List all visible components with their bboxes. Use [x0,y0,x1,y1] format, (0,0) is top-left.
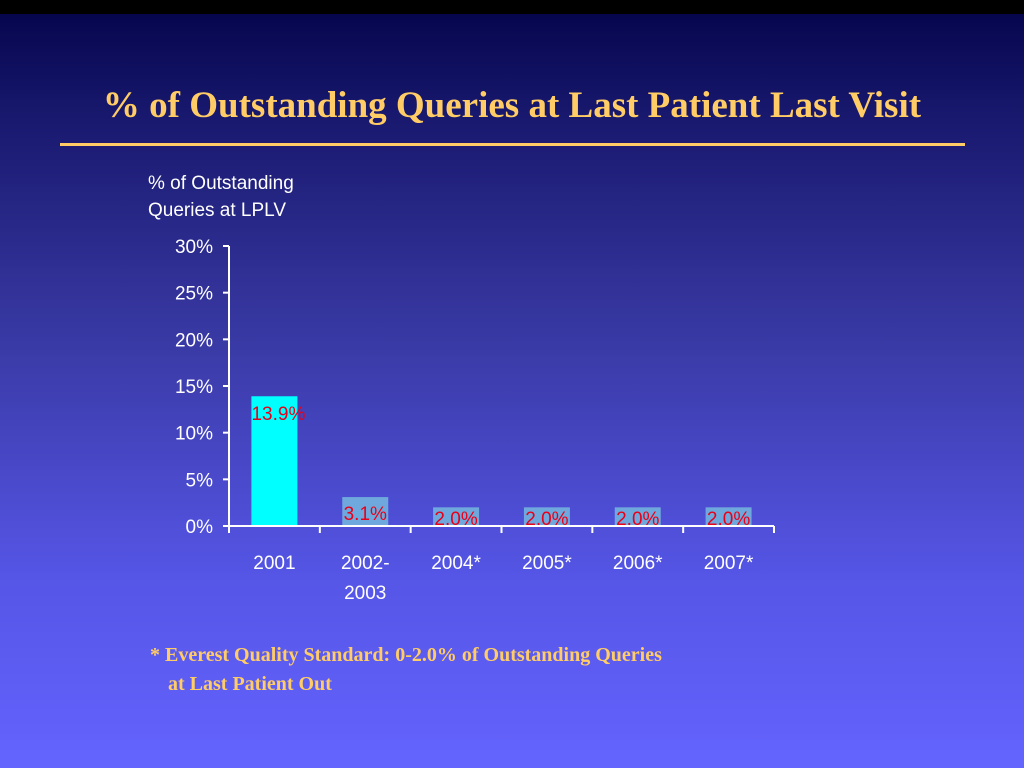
x-tick-label-0: 2001 [253,553,295,574]
data-label-3: 2.0% [525,509,568,530]
data-label-0: 13.9% [251,404,305,425]
x-tick-label-2: 2004* [431,553,481,574]
x-tick-label-4: 2006* [613,553,663,574]
data-label-4: 2.0% [616,509,659,530]
bar-4 [614,507,661,526]
bar-3 [523,507,570,526]
y-axis-label-line-1: % of Outstanding [148,173,294,194]
data-labels: 13.9% 3.1% 2.0% 2.0% 2.0% 2.0% [251,404,750,530]
y-tick-label-3: 15% [175,377,213,398]
footnote: * Everest Quality Standard: 0-2.0% of Ou… [150,641,662,699]
axes: 0% 5% 10% 15% 20% 25% 30% 2001 2002- 2003 2004* 200… [175,237,775,604]
x-tick-label-1-line-1: 2003 [344,583,386,604]
data-label-2: 2.0% [434,509,477,530]
y-tick-label-2: 10% [175,424,213,445]
data-label-1: 3.1% [344,504,387,525]
y-axis-label: % of Outstanding Queries at LPLV [148,170,294,224]
bar-5 [705,507,752,526]
bar-1 [342,497,389,526]
bar-0 [251,396,298,526]
x-tick-label-5: 2007* [704,553,754,574]
footnote-line-2: at Last Patient Out [168,673,332,695]
top-band [0,0,1024,14]
y-tick-label-0: 0% [186,517,214,538]
x-tick-label-1-line-0: 2002- [341,553,390,574]
footnote-line-1: * Everest Quality Standard: 0-2.0% of Ou… [150,644,662,666]
title-underline [60,143,965,146]
y-tick-label-4: 20% [175,330,213,351]
x-tick-label-3: 2005* [522,553,572,574]
data-label-5: 2.0% [707,509,750,530]
bars [251,396,752,526]
y-tick-label-6: 30% [175,237,213,258]
y-tick-label-1: 5% [186,470,214,491]
bar-2 [433,507,480,526]
slide-title: % of Outstanding Queries at Last Patient… [102,85,922,126]
y-axis-label-line-2: Queries at LPLV [148,200,287,221]
y-tick-label-5: 25% [175,284,213,305]
